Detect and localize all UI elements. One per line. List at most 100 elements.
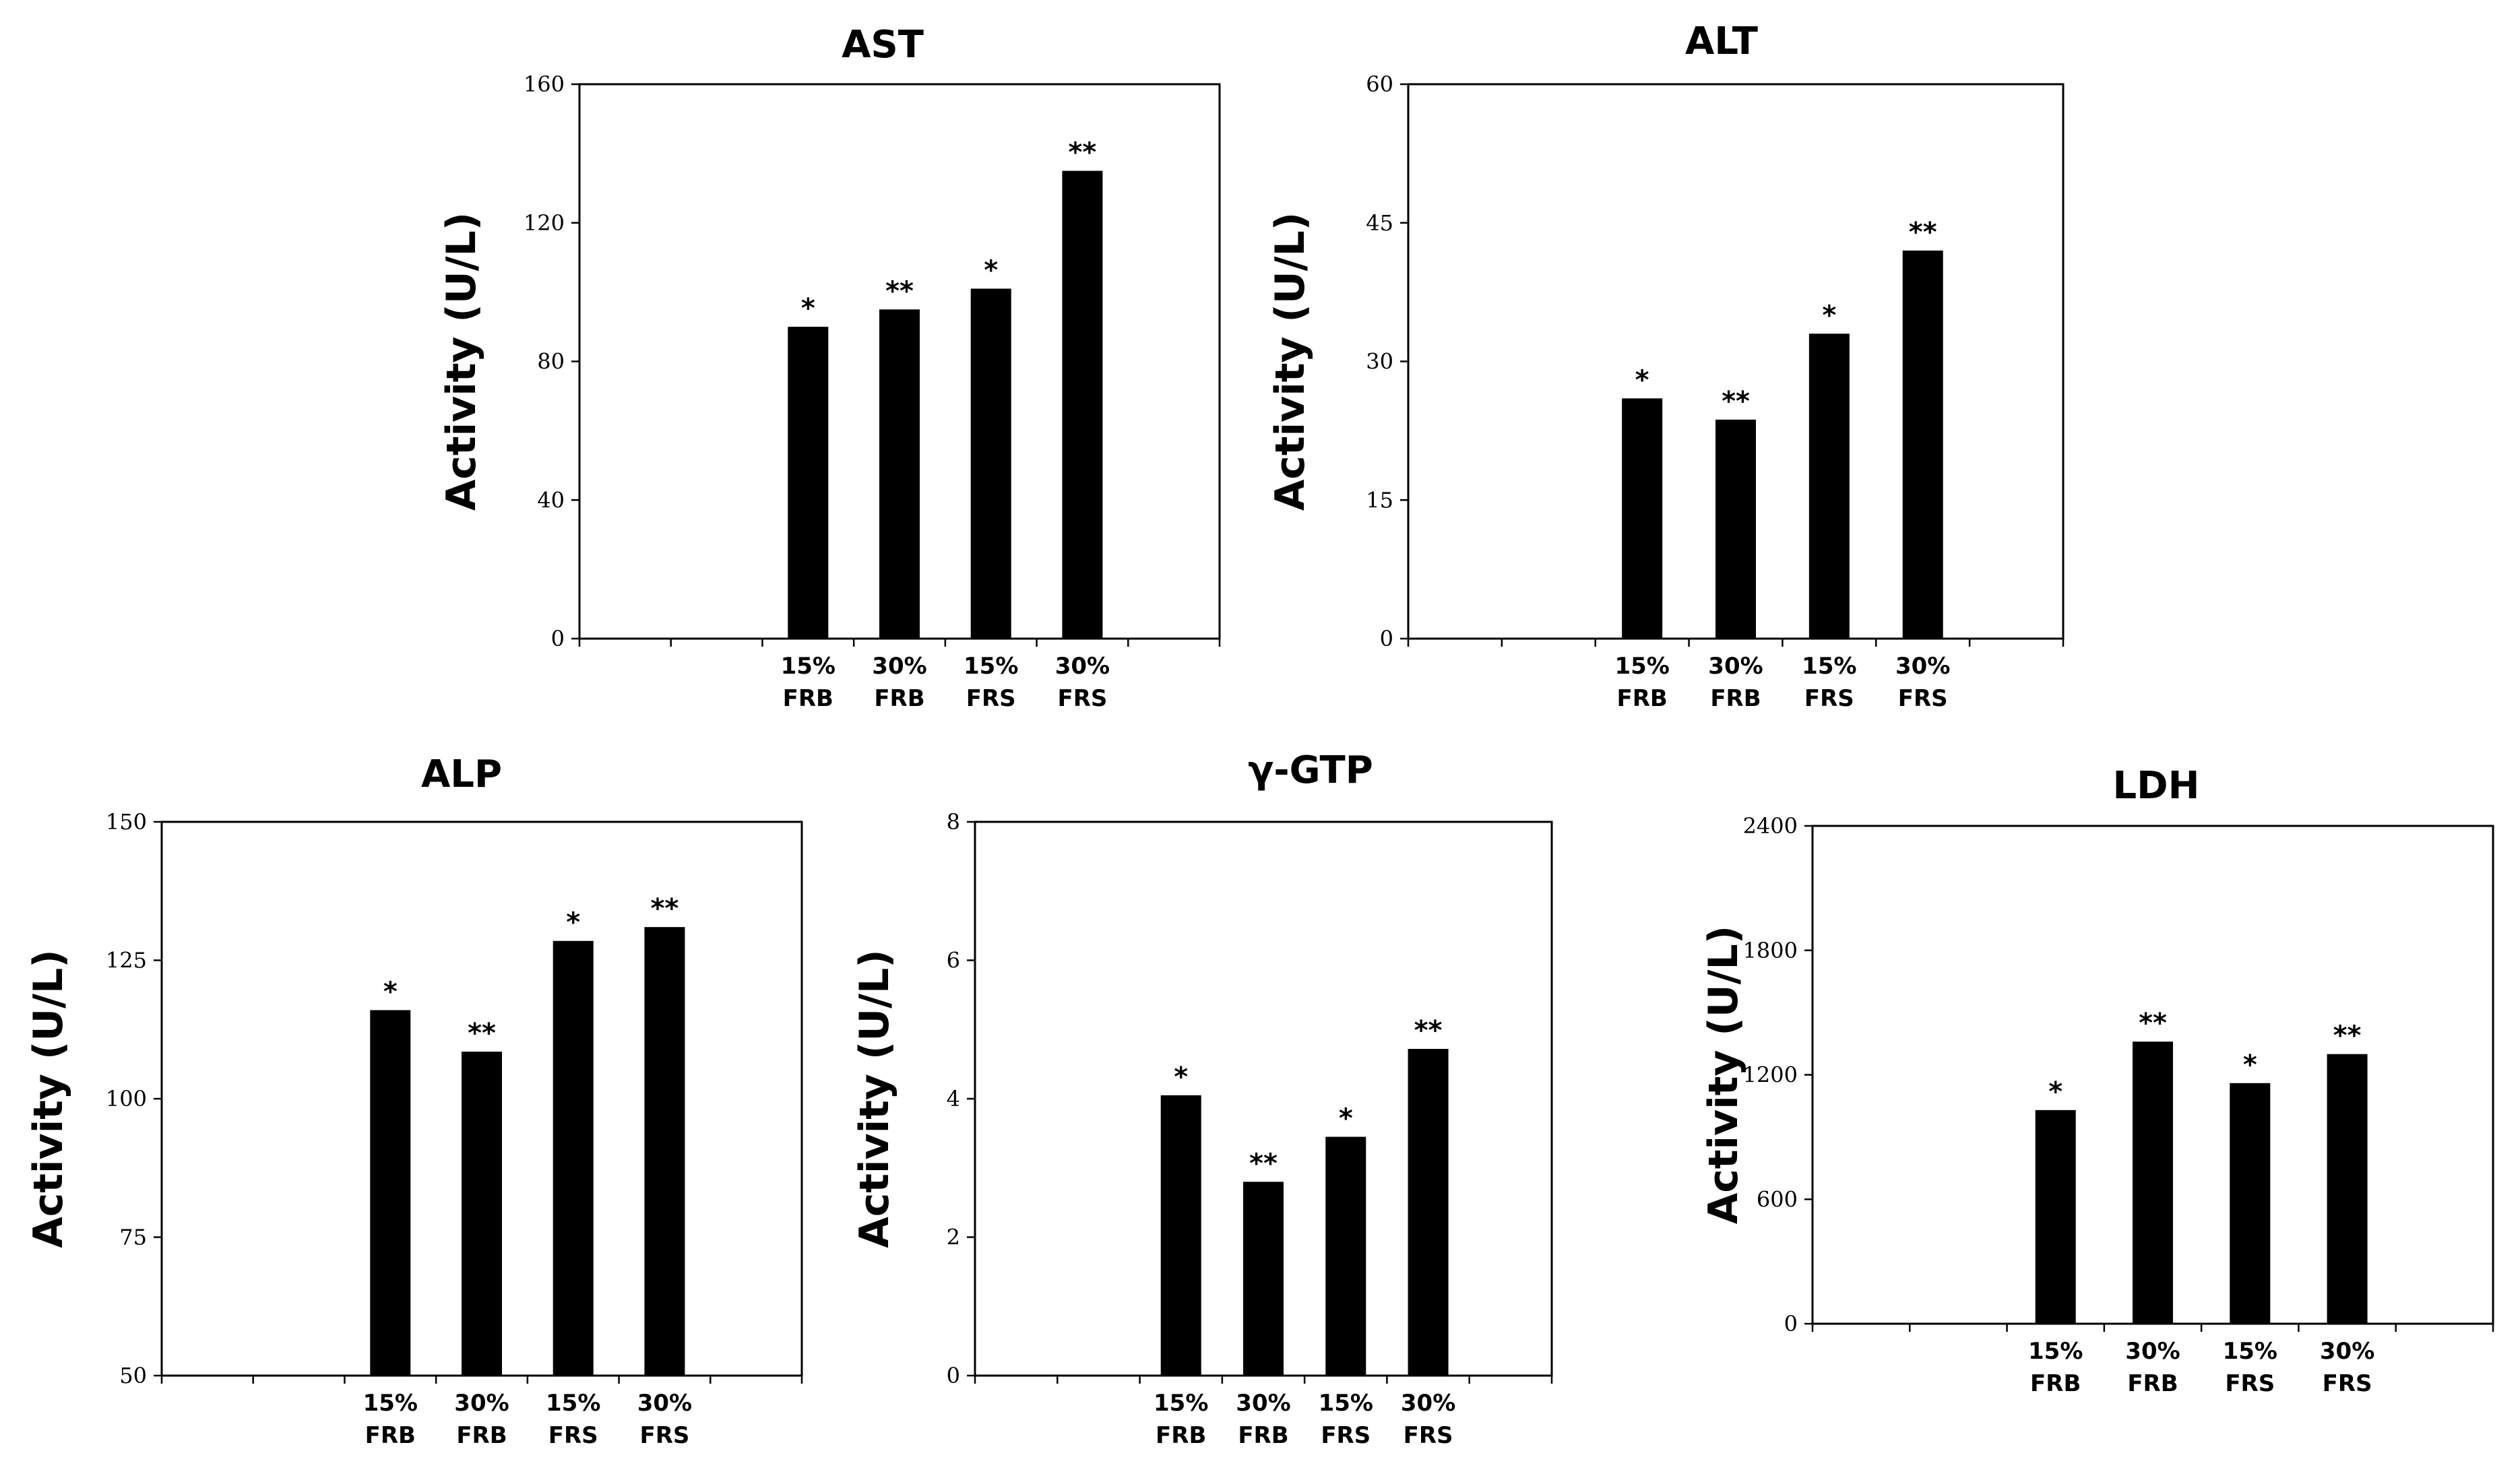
x-tick-label: FRS <box>2225 1370 2275 1397</box>
y-tick-label: 0 <box>1784 1311 1798 1337</box>
y-tick-label: 15 <box>1366 487 1393 513</box>
significance-marker: * <box>566 907 580 938</box>
x-tick-label: FRS <box>1404 1422 1453 1449</box>
significance-marker: ** <box>2139 1008 2167 1039</box>
bar <box>644 927 685 1376</box>
significance-marker: * <box>984 255 998 286</box>
bar <box>1325 1136 1366 1376</box>
y-axis-label: Activity (U/L) <box>438 212 485 511</box>
y-axis-label: Activity (U/L) <box>851 949 898 1248</box>
bar <box>1715 419 1756 639</box>
y-tick-label: 2 <box>947 1225 960 1250</box>
x-tick-label: 30% <box>872 653 926 680</box>
y-tick-label: 2400 <box>1743 813 1798 839</box>
x-tick-label: 15% <box>781 653 836 680</box>
significance-marker: * <box>1635 364 1649 395</box>
x-tick-label: 15% <box>1154 1390 1208 1417</box>
x-tick-label: 15% <box>2028 1338 2083 1365</box>
significance-marker: * <box>1174 1062 1188 1093</box>
x-tick-label: FRB <box>456 1422 507 1449</box>
x-tick-label: FRS <box>1321 1422 1371 1449</box>
x-tick-label: 15% <box>1614 653 1669 680</box>
bar <box>1243 1182 1284 1376</box>
y-tick-label: 120 <box>524 210 565 236</box>
y-tick-label: 100 <box>106 1086 147 1112</box>
chart-ast: AST Activity (U/L) 0 40 80 120 160 * 15% FRB ** 30%… <box>438 23 1221 712</box>
y-tick-label: 75 <box>119 1225 147 1250</box>
y-tick-label: 40 <box>537 487 565 513</box>
y-tick-label: 0 <box>1380 626 1393 651</box>
x-tick-label: FRB <box>1616 685 1667 712</box>
significance-marker: ** <box>468 1018 496 1049</box>
bar <box>370 1010 411 1376</box>
bar <box>1808 333 1850 639</box>
bar <box>462 1052 502 1376</box>
x-tick-label: 30% <box>1895 653 1950 680</box>
significance-marker: ** <box>1909 217 1937 248</box>
bar <box>2327 1054 2368 1324</box>
y-tick-label: 0 <box>551 626 565 651</box>
y-tick-label: 1200 <box>1743 1062 1798 1088</box>
x-tick-label: 15% <box>964 653 1018 680</box>
significance-marker: ** <box>1722 386 1750 417</box>
x-tick-label: FRS <box>1057 685 1107 712</box>
x-tick-label: 30% <box>1401 1390 1455 1417</box>
bar <box>1062 170 1103 639</box>
chart-title: AST <box>842 23 924 67</box>
significance-marker: ** <box>1069 137 1097 168</box>
y-tick-label: 150 <box>106 809 147 835</box>
y-tick-label: 50 <box>119 1363 147 1388</box>
chart-title: LDH <box>2112 764 2199 808</box>
bar <box>553 940 594 1376</box>
y-axis-label: Activity (U/L) <box>25 949 72 1248</box>
significance-marker: * <box>2048 1077 2062 1107</box>
bar <box>1160 1095 1201 1376</box>
y-tick-label: 60 <box>1366 71 1393 97</box>
x-tick-label: FRS <box>1804 685 1854 712</box>
x-tick-label: FRS <box>2323 1370 2372 1397</box>
bar <box>879 309 920 639</box>
y-tick-label: 4 <box>947 1086 960 1112</box>
y-tick-label: 6 <box>947 948 960 973</box>
chart-alp: ALP Activity (U/L) 50 75 100 125 150 * 15% FRB ** 3… <box>25 752 803 1449</box>
y-axis-label: Activity (U/L) <box>1700 926 1747 1224</box>
x-tick-label: FRB <box>783 685 833 712</box>
chart-title: γ-GTP <box>1248 748 1373 792</box>
x-tick-label: FRS <box>966 685 1016 712</box>
significance-marker: ** <box>651 893 679 924</box>
significance-marker: * <box>2243 1050 2257 1081</box>
significance-marker: * <box>1339 1103 1353 1134</box>
x-tick-label: 15% <box>546 1390 600 1417</box>
x-tick-label: FRS <box>639 1422 689 1449</box>
chart-title: ALP <box>421 752 502 796</box>
bar <box>970 288 1011 639</box>
x-tick-label: 30% <box>454 1390 509 1417</box>
y-tick-label: 160 <box>524 71 565 97</box>
x-tick-label: FRB <box>365 1422 416 1449</box>
bar <box>788 327 829 639</box>
x-tick-label: 15% <box>2223 1338 2277 1365</box>
y-tick-label: 30 <box>1366 349 1393 375</box>
x-tick-label: FRB <box>1710 685 1761 712</box>
bar <box>2035 1110 2076 1324</box>
y-axis-label: Activity (U/L) <box>1267 212 1314 511</box>
chart-gtp: γ-GTP Activity (U/L) 0 2 4 6 8 * 15% FRB ** 30% FRB *… <box>851 748 1553 1449</box>
y-tick-label: 45 <box>1366 210 1393 236</box>
chart-alt: ALT Activity (U/L) 0 15 30 45 60 * 15% FRB ** 30% FR… <box>1267 20 2065 712</box>
x-tick-label: FRS <box>548 1422 598 1449</box>
bar <box>2230 1083 2271 1324</box>
bar <box>1902 250 1943 639</box>
significance-marker: * <box>1822 300 1836 331</box>
x-tick-label: 15% <box>1802 653 1856 680</box>
x-tick-label: 30% <box>1236 1390 1290 1417</box>
x-tick-label: 15% <box>363 1390 418 1417</box>
significance-marker: ** <box>1414 1015 1443 1046</box>
bar <box>1622 398 1663 639</box>
chart-title: ALT <box>1685 20 1758 63</box>
x-tick-label: FRB <box>2127 1370 2178 1397</box>
y-tick-label: 8 <box>947 809 960 835</box>
y-tick-label: 600 <box>1757 1186 1798 1212</box>
x-tick-label: 30% <box>637 1390 692 1417</box>
chart-ldh: LDH Activity (U/L) 0 600 1200 1800 2400 * 15% FRB… <box>1700 764 2494 1397</box>
